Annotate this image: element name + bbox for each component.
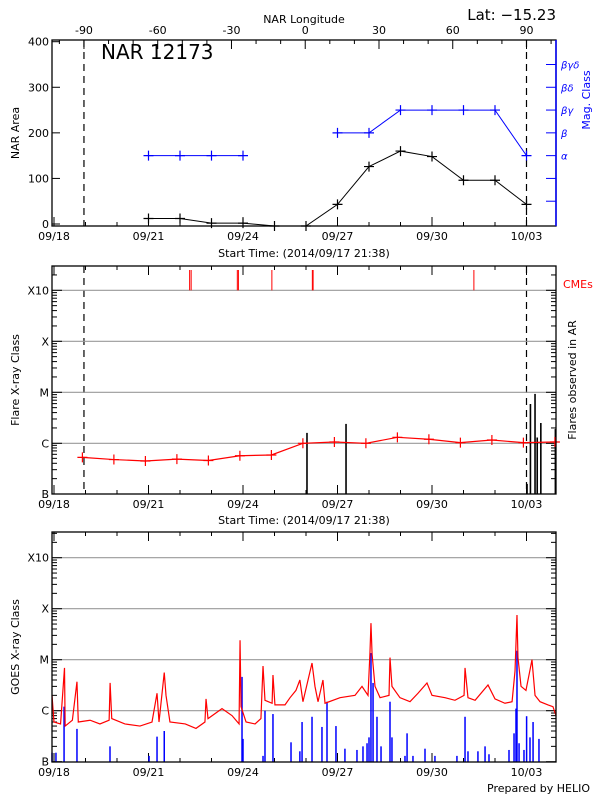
mean-flare-class-point xyxy=(140,455,151,466)
mean-flare-class-point xyxy=(234,450,245,461)
x-tick-label: 09/30 xyxy=(416,230,448,243)
x-tick-label: 09/18 xyxy=(38,230,70,243)
mean-flare-class-point xyxy=(203,455,214,466)
area-point xyxy=(301,221,311,231)
y-tick-label: B xyxy=(41,756,49,769)
area-point xyxy=(332,199,343,210)
y-tick-label: 100 xyxy=(28,172,49,185)
x-tick-label: 09/24 xyxy=(227,766,259,779)
mean-flare-class-point xyxy=(455,437,466,448)
x-tick-label: 09/30 xyxy=(416,766,448,779)
flare-class-axis-title: Flare X-ray Class xyxy=(9,334,22,426)
x-tick-label: 09/30 xyxy=(416,498,448,511)
area-line xyxy=(148,150,527,227)
latitude-label: Lat: −15.23 xyxy=(467,6,556,24)
y-tick-label: X10 xyxy=(27,552,49,565)
y-tick-label: M xyxy=(40,386,50,399)
flares-observed-axis-title: Flares observed in AR xyxy=(566,320,579,440)
goes-class-axis-title: GOES X-ray Class xyxy=(9,599,22,695)
mean-flare-class-point xyxy=(266,449,277,460)
y-tick-label: 200 xyxy=(28,127,49,140)
prepared-by-credit: Prepared by HELIO xyxy=(487,782,590,795)
mean-flare-class-point xyxy=(108,454,119,465)
x-tick-label: 09/18 xyxy=(38,766,70,779)
y-tick-label: 300 xyxy=(28,81,49,94)
panel1-xaxis-title: Start Time: (2014/09/17 21:38) xyxy=(218,247,390,260)
x-tick-label: 10/03 xyxy=(511,230,543,243)
x-tick-label: 09/27 xyxy=(322,766,354,779)
longitude-tick-label: -30 xyxy=(222,24,240,37)
x-tick-label: 09/24 xyxy=(227,230,259,243)
area-point xyxy=(521,199,532,210)
panel1-frame xyxy=(51,39,557,227)
panel2-frame xyxy=(51,265,557,495)
longitude-tick-label: 90 xyxy=(519,24,533,37)
x-tick-label: 10/03 xyxy=(511,766,543,779)
y-tick-label: C xyxy=(41,437,49,450)
mag-class-tick-label: βγ xyxy=(560,106,574,117)
mean-flare-class-point xyxy=(486,435,497,446)
y-tick-label: C xyxy=(41,705,49,718)
y-tick-label: 0 xyxy=(42,218,49,231)
y-tick-label: B xyxy=(41,488,49,501)
mag-class-tick-label: β xyxy=(560,129,568,140)
x-tick-label: 09/24 xyxy=(227,498,259,511)
area-point xyxy=(490,175,500,186)
longitude-axis-title: NAR Longitude xyxy=(263,13,345,26)
mean-flare-class-point xyxy=(549,437,560,448)
x-tick-label: 09/21 xyxy=(133,766,165,779)
area-point xyxy=(143,213,154,224)
area-point xyxy=(427,151,437,162)
goes-long-channel-line xyxy=(51,615,557,730)
longitude-tick-label: 30 xyxy=(372,24,386,37)
area-point xyxy=(206,218,217,229)
x-tick-label: 09/27 xyxy=(322,498,354,511)
mean-flare-class-point xyxy=(518,437,529,448)
x-tick-label: 09/21 xyxy=(133,498,165,511)
mean-flare-class-line xyxy=(82,436,555,462)
longitude-tick-label: 60 xyxy=(446,24,460,37)
y-tick-label: M xyxy=(40,654,50,667)
longitude-tick-label: -60 xyxy=(149,24,167,37)
area-point xyxy=(175,213,185,224)
longitude-tick-label: 0 xyxy=(302,24,309,37)
mean-flare-class-point xyxy=(392,432,403,443)
x-tick-label: 09/27 xyxy=(322,230,354,243)
area-point xyxy=(238,218,248,229)
x-tick-label: 09/21 xyxy=(133,230,165,243)
area-point xyxy=(269,221,280,231)
x-tick-label: 09/18 xyxy=(38,498,70,511)
panel2-xaxis-title: Start Time: (2014/09/17 21:38) xyxy=(218,514,390,527)
y-tick-label: X xyxy=(41,603,49,616)
y-tick-label: X10 xyxy=(27,284,49,297)
y-tick-label: 400 xyxy=(28,36,49,49)
area-point xyxy=(395,146,406,157)
area-axis-title: NAR Area xyxy=(9,107,22,159)
mag-class-tick-label: βδ xyxy=(560,83,574,94)
longitude-tick-label: -90 xyxy=(75,24,93,37)
mag-class-tick-label: α xyxy=(561,152,568,163)
cme-label: CMEs xyxy=(563,278,593,291)
mag-class-axis-title: Mag. Class xyxy=(580,70,593,129)
x-tick-label: 10/03 xyxy=(511,498,543,511)
mag-class-line xyxy=(337,109,527,156)
mean-flare-class-point xyxy=(329,437,340,448)
mean-flare-class-point xyxy=(171,454,182,465)
y-tick-label: X xyxy=(41,335,49,348)
mean-flare-class-point xyxy=(77,452,88,463)
area-point xyxy=(364,161,374,172)
area-point xyxy=(458,175,469,186)
mag-class-tick-label: βγδ xyxy=(560,60,579,71)
mean-flare-class-point xyxy=(360,438,371,449)
panel3-frame xyxy=(51,531,557,763)
mean-flare-class-point xyxy=(297,438,308,449)
mean-flare-class-point xyxy=(423,434,434,445)
